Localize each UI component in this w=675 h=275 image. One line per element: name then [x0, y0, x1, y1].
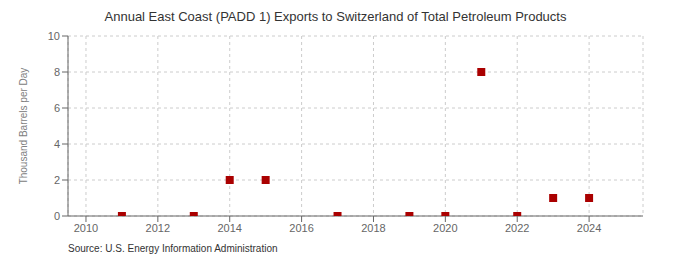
svg-text:10: 10 — [48, 30, 60, 42]
svg-text:2: 2 — [54, 174, 60, 186]
svg-text:0: 0 — [54, 210, 60, 222]
svg-text:2018: 2018 — [361, 222, 385, 234]
svg-text:2024: 2024 — [577, 222, 601, 234]
svg-text:2010: 2010 — [74, 222, 98, 234]
svg-text:2022: 2022 — [505, 222, 529, 234]
svg-text:2012: 2012 — [146, 222, 170, 234]
svg-text:6: 6 — [54, 102, 60, 114]
svg-text:2020: 2020 — [433, 222, 457, 234]
svg-text:2014: 2014 — [217, 222, 241, 234]
svg-text:8: 8 — [54, 66, 60, 78]
html-text:Source: U.S. Energy Informatio: Source: U.S. Energy Information Administ… — [68, 243, 278, 254]
svg-text:4: 4 — [54, 138, 60, 150]
svg-text:2016: 2016 — [289, 222, 313, 234]
svg-text:Thousand Barrels per Day: Thousand Barrels per Day — [18, 68, 29, 185]
html-text:Annual East Coast (PADD 1) Exp: Annual East Coast (PADD 1) Exports to Sw… — [104, 9, 567, 24]
